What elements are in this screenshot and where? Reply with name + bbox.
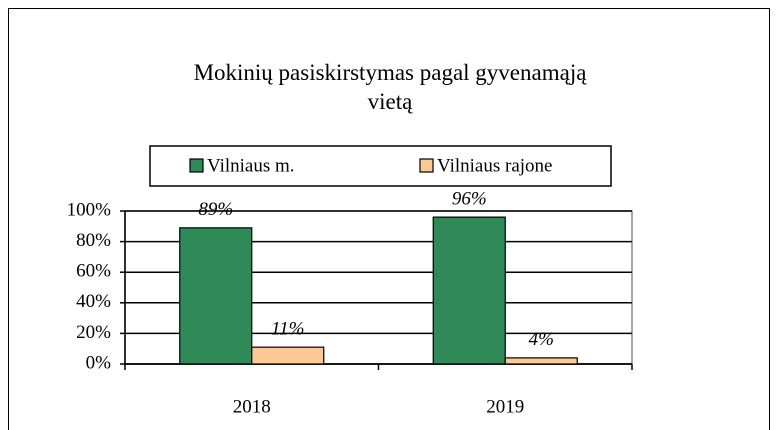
legend-label: Vilniaus m.	[207, 155, 295, 176]
bar	[504, 357, 578, 365]
legend-swatch	[419, 158, 434, 173]
y-tick-label: 80%	[76, 230, 111, 251]
bar	[251, 346, 325, 365]
y-tick-label: 60%	[76, 261, 111, 282]
value-label: 96%	[452, 188, 487, 209]
y-tick-label: 20%	[76, 322, 111, 343]
x-tick-label: 2019	[486, 396, 524, 417]
value-label: 89%	[198, 199, 233, 220]
legend-label: Vilniaus rajone	[437, 155, 552, 176]
x-tick-label: 2018	[233, 396, 271, 417]
y-tick-label: 40%	[76, 291, 111, 312]
value-label: 4%	[529, 329, 554, 350]
bar	[432, 216, 506, 365]
chart-title: Mokinių pasiskirstymas pagal gyvenamąją …	[193, 60, 587, 114]
bar	[179, 227, 253, 365]
y-tick-label: 100%	[67, 199, 112, 220]
chart-frame	[8, 8, 770, 430]
y-tick-label: 0%	[86, 352, 112, 373]
value-label: 11%	[271, 319, 304, 340]
legend-swatch	[189, 158, 204, 173]
legend-box	[149, 145, 612, 187]
